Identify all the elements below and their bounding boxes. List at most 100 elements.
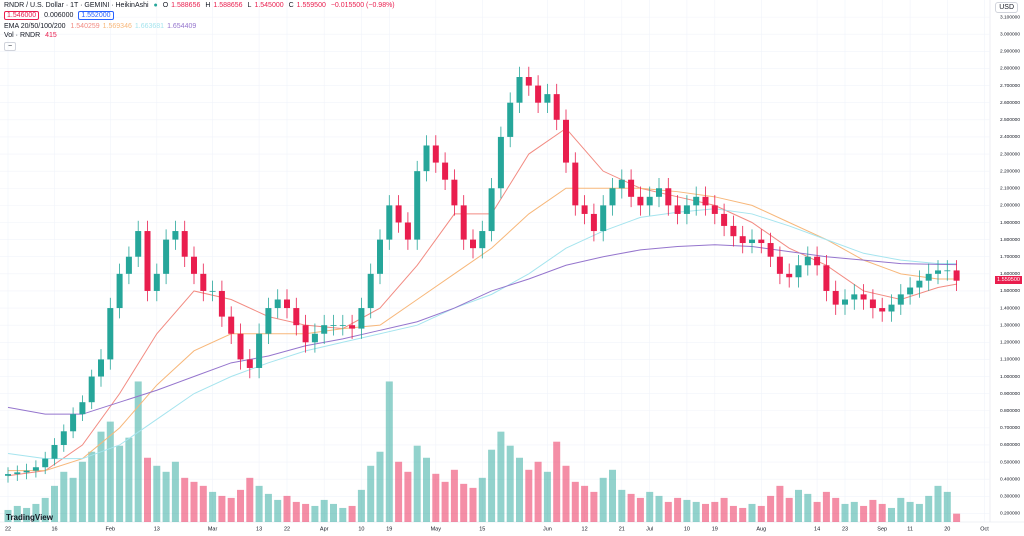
volume-bar	[562, 465, 570, 522]
volume-bar	[674, 497, 682, 522]
candle-body	[246, 359, 253, 368]
y-tick-label: 0.500000	[1000, 459, 1020, 465]
volume-bar	[237, 489, 244, 522]
y-tick-label: 2.400000	[1000, 134, 1020, 140]
candle-body	[358, 308, 365, 329]
volume-bar	[348, 505, 356, 522]
candle-body	[860, 294, 867, 300]
volume-bar	[646, 491, 654, 522]
volume-bar	[367, 465, 375, 522]
y-tick-label: 1.200000	[1000, 340, 1020, 346]
volume-bar	[599, 477, 607, 522]
y-tick-label: 1.000000	[1000, 374, 1020, 380]
volume-bar	[144, 457, 151, 522]
volume-bar	[581, 485, 589, 522]
x-tick-label: 22	[284, 526, 290, 532]
volume-bar	[413, 445, 421, 522]
candle-body	[51, 444, 58, 459]
candle-body	[163, 239, 170, 274]
volume-bar	[627, 493, 635, 522]
o-value: 1.588656	[171, 2, 201, 9]
x-tick-label: 14	[814, 526, 820, 532]
last-price-tag: 1.559500	[995, 275, 1022, 284]
candle-body	[321, 325, 328, 334]
volume-bar	[553, 441, 561, 522]
candle-body	[609, 188, 616, 206]
volume-bar	[181, 477, 189, 522]
volume-bar	[441, 481, 449, 522]
candle-body	[702, 196, 709, 206]
volume-bar	[869, 499, 877, 522]
candle-body	[302, 325, 309, 343]
ema-value: 1.540259	[70, 23, 100, 30]
candle-body	[386, 205, 393, 240]
volume-bar	[618, 489, 626, 522]
candle-body	[600, 205, 607, 232]
candle-body	[42, 458, 49, 468]
candle-body	[618, 179, 625, 189]
volume-bar	[711, 501, 719, 522]
vol-value: 415	[45, 32, 57, 39]
volume-bar	[69, 477, 77, 522]
volume-bar	[78, 461, 86, 522]
x-tick-label: 10	[684, 526, 690, 532]
volume-bar	[227, 497, 235, 522]
collapse-button[interactable]: −	[4, 42, 17, 51]
grid	[0, 0, 990, 522]
candle-body	[191, 256, 197, 274]
volume-bar	[516, 457, 523, 522]
candle-body	[116, 273, 123, 309]
ask[interactable]: 1.552000	[78, 11, 114, 20]
x-tick-label: Feb	[106, 526, 115, 532]
candle-body	[553, 94, 560, 120]
candle-body	[200, 273, 207, 291]
candle-body	[851, 294, 858, 300]
candle-body	[869, 299, 876, 309]
candle-body	[516, 77, 523, 103]
volume-bar	[953, 513, 961, 522]
volume-bar	[460, 483, 468, 522]
volume-bar	[385, 381, 393, 522]
x-tick-label: Apr	[320, 526, 329, 532]
candle-body	[330, 325, 337, 326]
volume-bar	[134, 381, 142, 522]
candle-body	[535, 85, 542, 103]
volume-bar	[339, 507, 347, 522]
candle-body	[228, 316, 235, 334]
candle-body	[181, 231, 188, 257]
volume-bar	[915, 503, 923, 522]
candle-body	[497, 136, 504, 189]
y-tick-label: 1.100000	[1000, 357, 1020, 363]
volume-bar	[543, 471, 551, 522]
candle-body	[460, 205, 467, 240]
volume-bar	[767, 495, 775, 522]
y-tick-label: 1.600000	[1000, 271, 1020, 277]
volume-bar	[748, 503, 756, 522]
candle-body	[144, 231, 151, 291]
y-tick-label: 2.700000	[1000, 83, 1020, 89]
header-row: RNDR / U.S. Dollar · 1T · GEMINI · Heiki…	[4, 2, 398, 9]
volume-bar	[925, 495, 933, 522]
candle-body	[776, 256, 783, 274]
l-label: L	[247, 2, 252, 9]
y-tick-label: 2.200000	[1000, 168, 1020, 174]
change: −0.015500 (−0.98%)	[330, 2, 395, 9]
volume-bar	[330, 503, 337, 522]
candle-body	[683, 205, 690, 214]
y-tick-label: 0.300000	[1000, 494, 1020, 500]
candle-body	[32, 467, 39, 471]
volume-bar	[450, 469, 458, 522]
volume-bar	[636, 497, 644, 522]
y-tick-label: 0.400000	[1000, 476, 1020, 482]
candle-body	[209, 290, 216, 292]
volume-bar	[311, 505, 319, 522]
bid[interactable]: 1.546000	[4, 11, 40, 20]
x-tick-label: 20	[944, 526, 950, 532]
x-tick-label: 22	[5, 526, 11, 532]
y-tick-label: 1.400000	[1000, 305, 1020, 311]
candle-body	[665, 188, 672, 206]
volume-bar	[395, 461, 403, 522]
currency-button[interactable]: USD	[995, 2, 1018, 13]
ema-row: EMA 20/50/100/200 1.540259 1.569346 1.6636…	[4, 23, 202, 30]
y-tick-label: 1.300000	[1000, 322, 1020, 328]
